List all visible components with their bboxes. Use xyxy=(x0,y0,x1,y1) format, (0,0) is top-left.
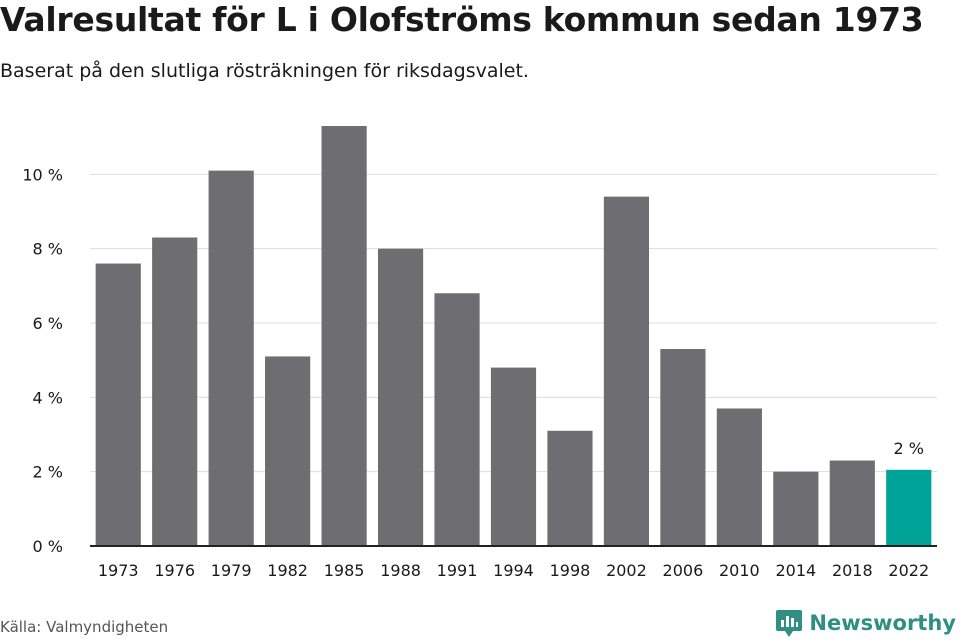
chart-title: Valresultat för L i Olofströms kommun se… xyxy=(0,0,924,39)
bar xyxy=(547,430,593,546)
y-tick-label: 0 % xyxy=(33,537,63,556)
bar xyxy=(265,356,311,546)
newsworthy-logo-icon xyxy=(776,610,803,637)
x-tick-label: 1976 xyxy=(154,561,195,580)
bar xyxy=(886,469,932,546)
data-label: 2 % xyxy=(894,439,924,458)
bar xyxy=(321,126,367,547)
x-tick-label: 1982 xyxy=(267,561,308,580)
x-tick-label: 2018 xyxy=(832,561,873,580)
y-tick-label: 2 % xyxy=(33,463,63,482)
x-tick-label: 1994 xyxy=(493,561,534,580)
y-tick-label: 4 % xyxy=(33,388,63,407)
x-tick-label: 1988 xyxy=(380,561,421,580)
bar xyxy=(377,248,424,546)
chart-subtitle: Baserat på den slutliga rösträkningen fö… xyxy=(0,60,529,82)
bar xyxy=(716,408,762,546)
bar xyxy=(660,349,706,546)
brand-name: Newsworthy xyxy=(809,611,956,635)
x-tick-label: 1998 xyxy=(550,561,591,580)
bar xyxy=(434,293,480,546)
bar xyxy=(490,367,537,546)
x-tick-label: 2010 xyxy=(719,561,760,580)
bar xyxy=(95,263,141,546)
y-tick-label: 10 % xyxy=(22,165,63,184)
bar xyxy=(829,460,875,546)
x-tick-label: 1985 xyxy=(324,561,365,580)
x-tick-label: 1973 xyxy=(98,561,139,580)
bar xyxy=(603,196,650,546)
x-tick-label: 2002 xyxy=(606,561,647,580)
bar xyxy=(773,471,819,546)
x-tick-label: 1979 xyxy=(211,561,252,580)
y-tick-label: 8 % xyxy=(33,240,63,259)
source-note: Källa: Valmyndigheten xyxy=(0,618,169,636)
bar xyxy=(208,170,254,546)
y-tick-label: 6 % xyxy=(33,314,63,333)
bar xyxy=(152,237,198,546)
x-tick-label: 2022 xyxy=(888,561,929,580)
brand-logo: Newsworthy xyxy=(775,608,956,638)
x-tick-label: 2006 xyxy=(663,561,704,580)
x-tick-label: 1991 xyxy=(437,561,478,580)
x-tick-label: 2014 xyxy=(775,561,816,580)
